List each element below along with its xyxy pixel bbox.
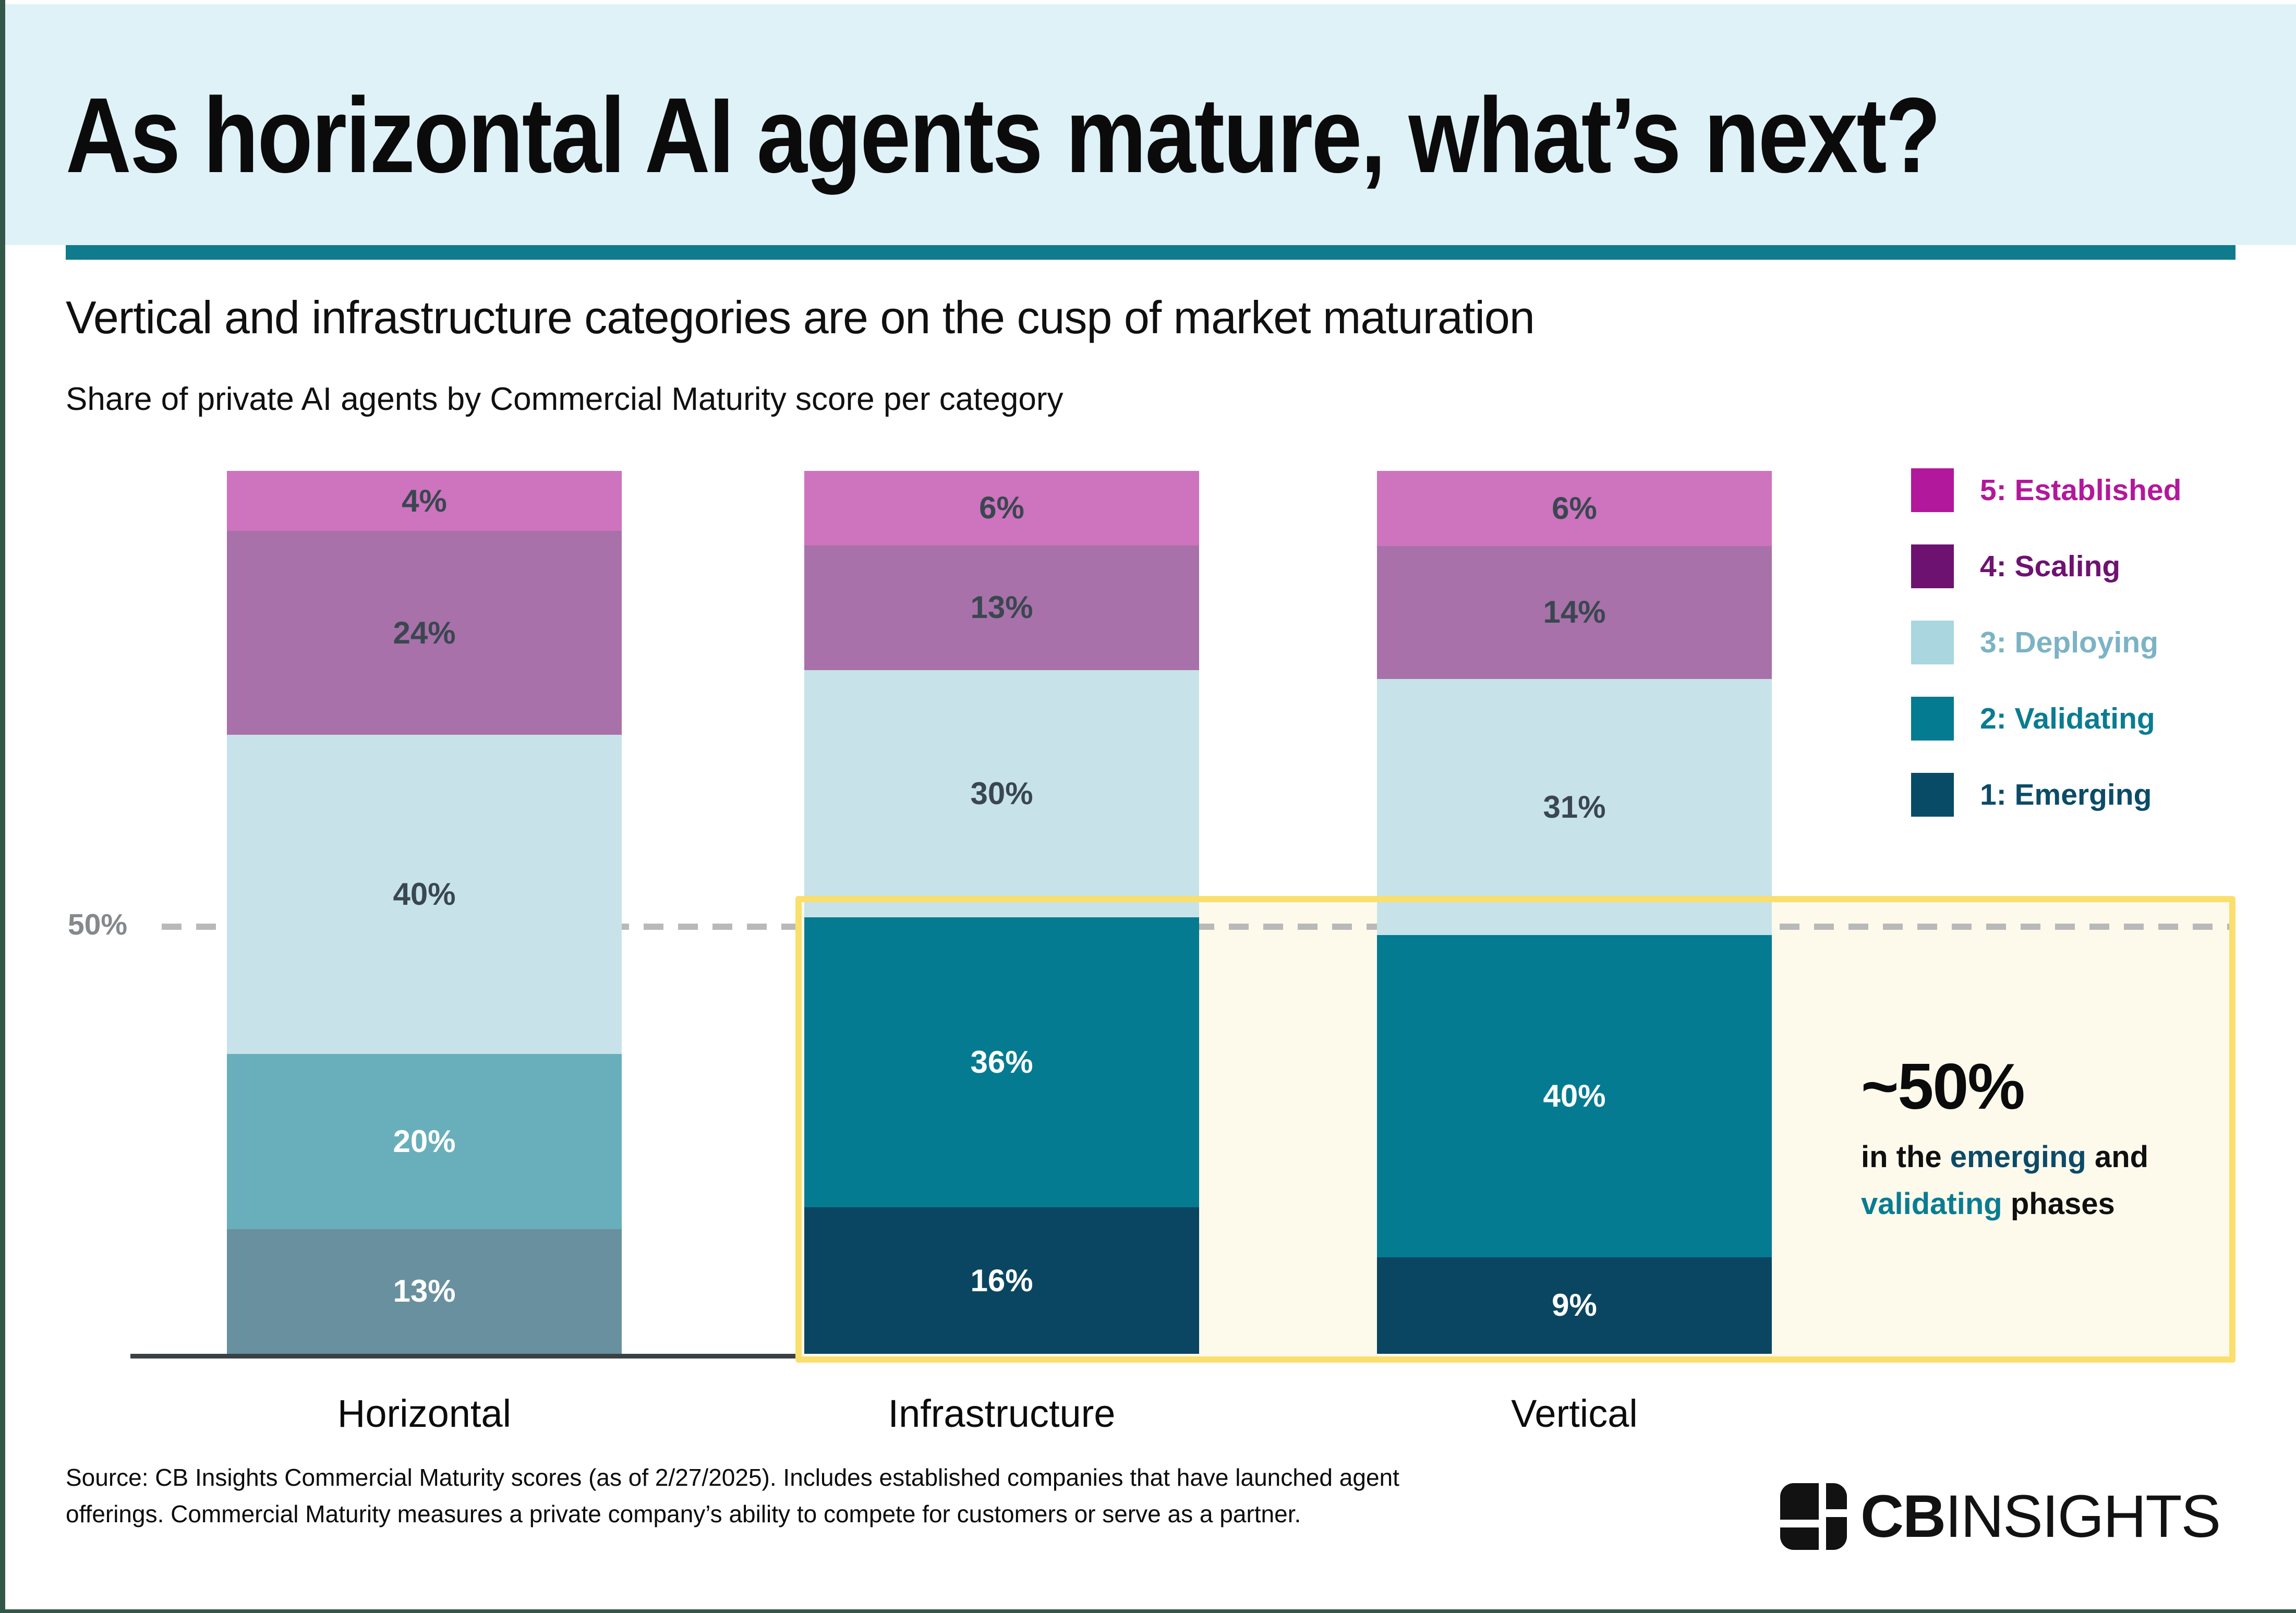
logo-icon-vertical-slit xyxy=(1819,1483,1826,1550)
legend-label: 4: Scaling xyxy=(1980,550,2121,583)
legend-swatch xyxy=(1911,773,1954,817)
legend: 5: Established 4: Scaling 3: Deploying 2: V… xyxy=(1911,468,2181,849)
legend-label: 5: Established xyxy=(1980,474,2182,507)
cbinsights-logo-icon xyxy=(1780,1483,1847,1550)
legend-item: 5: Established xyxy=(1911,468,2181,512)
fifty-percent-label: 50% xyxy=(68,908,128,941)
legend-item: 3: Deploying xyxy=(1911,621,2181,664)
bar-value-label: 30% xyxy=(970,775,1033,811)
bar-value-label: 9% xyxy=(1552,1288,1597,1323)
bar-segment-scaling: 13% xyxy=(804,545,1199,671)
page-left-edge xyxy=(0,0,5,1613)
bar-value-label: 13% xyxy=(393,1274,456,1309)
annotation-text: validating xyxy=(1861,1187,2002,1221)
annotation-text: phases xyxy=(2002,1187,2115,1221)
bar-value-label: 24% xyxy=(393,615,456,650)
bar-value-label: 40% xyxy=(1543,1078,1606,1114)
x-axis-line xyxy=(130,1354,795,1359)
source-note: Source: CB Insights Commercial Maturity … xyxy=(66,1459,1399,1532)
bar-segment-validating: 36% xyxy=(804,917,1199,1208)
legend-swatch xyxy=(1911,697,1954,741)
bar-segment-established: 6% xyxy=(804,471,1199,545)
logo-icon-left-slit xyxy=(1780,1520,1819,1527)
legend-item: 4: Scaling xyxy=(1911,544,2181,588)
category-label-infrastructure: Infrastructure xyxy=(888,1392,1116,1435)
category-label-horizontal: Horizontal xyxy=(337,1392,512,1435)
highlight-annotation: ~50% in the emerging and validating phase… xyxy=(1861,1051,2237,1228)
header-divider-rule xyxy=(66,245,2235,260)
stacked-bar-horizontal: 4% 24% 40% 20% 13% xyxy=(227,471,622,1354)
bar-value-label: 31% xyxy=(1543,789,1606,824)
annotation-line: validating phases xyxy=(1861,1181,2237,1228)
bar-segment-deploying: 30% xyxy=(804,670,1199,917)
legend-label: 1: Emerging xyxy=(1980,778,2152,811)
legend-label: 3: Deploying xyxy=(1980,626,2159,659)
bar-value-label: 13% xyxy=(970,590,1033,625)
annotation-body: in the emerging and validating phases xyxy=(1861,1134,2237,1228)
bar-segment-emerging: 16% xyxy=(804,1207,1199,1354)
source-line: offerings. Commercial Maturity measures … xyxy=(66,1500,1301,1527)
bar-value-label: 4% xyxy=(402,483,447,518)
annotation-text: emerging xyxy=(1950,1140,2086,1174)
bar-segment-established: 4% xyxy=(227,471,622,531)
page-title-text: As horizontal AI agents mature, what’s n… xyxy=(66,76,1941,195)
bar-segment-scaling: 14% xyxy=(1377,545,1772,679)
header-banner xyxy=(5,4,2296,245)
annotation-line: in the emerging and xyxy=(1861,1134,2237,1181)
page-title: As horizontal AI agents mature, what’s n… xyxy=(66,74,2270,197)
bar-segment-deploying: 40% xyxy=(227,735,622,1054)
page-bottom-edge xyxy=(0,1609,2296,1613)
logo-cb: CB xyxy=(1860,1483,1946,1550)
legend-item: 2: Validating xyxy=(1911,697,2181,741)
legend-item: 1: Emerging xyxy=(1911,773,2181,817)
chart-subtitle: Vertical and infrastructure categories a… xyxy=(66,292,1535,343)
source-line: Source: CB Insights Commercial Maturity … xyxy=(66,1464,1399,1491)
chart-measure-note: Share of private AI agents by Commercial… xyxy=(66,381,1064,417)
bar-value-label: 6% xyxy=(979,490,1024,526)
annotation-text: and xyxy=(2086,1140,2149,1174)
cbinsights-logo: CBINSIGHTS xyxy=(1780,1482,2221,1551)
stacked-bar-vertical: 6% 14% 31% 40% 9% xyxy=(1377,471,1772,1354)
bar-value-label: 36% xyxy=(970,1045,1033,1080)
stacked-bar-infrastructure: 6% 13% 30% 36% 16% xyxy=(804,471,1199,1354)
bar-segment-validating: 40% xyxy=(1377,935,1772,1257)
bar-value-label: 40% xyxy=(393,877,456,912)
bar-segment-scaling: 24% xyxy=(227,531,622,735)
bar-value-label: 6% xyxy=(1552,490,1597,526)
cbinsights-logo-text: CBINSIGHTS xyxy=(1860,1482,2221,1551)
annotation-text: in the xyxy=(1861,1140,1950,1174)
category-label-vertical: Vertical xyxy=(1511,1392,1638,1435)
highlight-box-border xyxy=(795,896,2235,1363)
bar-segment-established: 6% xyxy=(1377,471,1772,546)
logo-insights: INSIGHTS xyxy=(1945,1483,2221,1550)
bar-value-label: 16% xyxy=(970,1263,1033,1298)
bar-segment-emerging: 13% xyxy=(227,1229,622,1354)
legend-swatch xyxy=(1911,621,1954,664)
bar-segment-validating: 20% xyxy=(227,1053,622,1229)
logo-icon-right-slit xyxy=(1826,1509,1847,1517)
bar-value-label: 14% xyxy=(1543,595,1606,630)
legend-label: 2: Validating xyxy=(1980,702,2155,735)
legend-swatch xyxy=(1911,468,1954,512)
bar-segment-emerging: 9% xyxy=(1377,1257,1772,1354)
legend-swatch xyxy=(1911,544,1954,588)
annotation-headline: ~50% xyxy=(1861,1051,2025,1123)
bar-value-label: 20% xyxy=(393,1123,456,1159)
bar-segment-deploying: 31% xyxy=(1377,678,1772,936)
